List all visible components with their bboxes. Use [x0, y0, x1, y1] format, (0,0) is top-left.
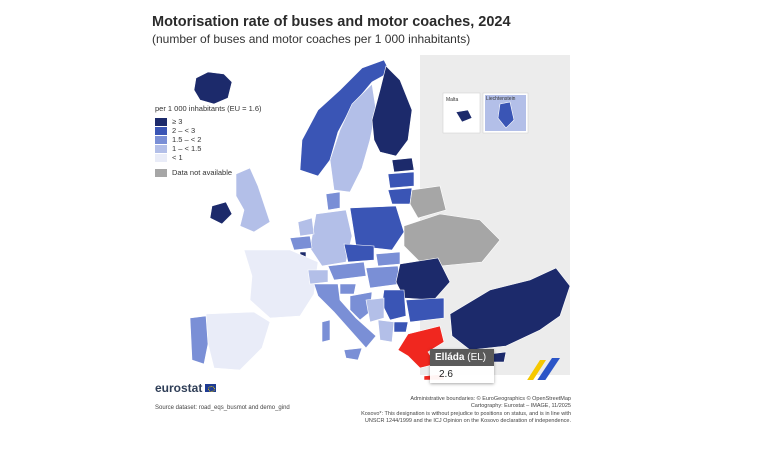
source-note: Source dataset: road_eqs_busmot and demo… — [155, 405, 290, 411]
legend-label: < 1 — [172, 153, 183, 162]
region-ukraine-no-data — [403, 213, 501, 267]
region-albania-montenegro[interactable] — [377, 319, 395, 343]
legend-item: < 1 — [155, 153, 262, 162]
region-finland[interactable] — [371, 65, 413, 157]
legend-item: 2 – < 3 — [155, 126, 262, 135]
credit-line: Kosovo*: This designation is without pre… — [361, 410, 571, 417]
legend: per 1 000 inhabitants (EU = 1.6) ≥ 3 2 –… — [155, 104, 262, 177]
region-sicily[interactable] — [343, 347, 363, 361]
region-no-data-east — [409, 185, 447, 219]
legend-item: ≥ 3 — [155, 117, 262, 126]
region-france[interactable] — [243, 249, 319, 319]
map-subtitle: (number of buses and motor coaches per 1… — [152, 32, 471, 46]
legend-swatch — [155, 117, 167, 126]
logo-text: eurostat — [155, 381, 203, 395]
legend-label: ≥ 3 — [172, 117, 183, 126]
legend-title: per 1 000 inhabitants (EU = 1.6) — [155, 104, 262, 113]
decorative-yellow-stripe — [527, 360, 546, 380]
tooltip-country-name: Elláda — [435, 352, 465, 363]
tooltip-value: 2.6 — [439, 369, 453, 380]
region-lithuania[interactable] — [387, 187, 413, 205]
region-sweden[interactable] — [329, 83, 377, 193]
legend-swatch — [155, 126, 167, 135]
choropleth-map: Malta Liechtenstein — [189, 55, 571, 380]
legend-label: 1.5 – < 2 — [172, 135, 202, 144]
region-netherlands[interactable] — [297, 217, 315, 237]
region-bosnia[interactable] — [365, 297, 385, 323]
region-latvia[interactable] — [387, 171, 415, 189]
region-hungary[interactable] — [365, 265, 401, 289]
region-turkiye[interactable] — [449, 267, 571, 351]
region-poland[interactable] — [349, 205, 405, 251]
region-spain[interactable] — [205, 311, 271, 371]
region-belgium[interactable] — [289, 235, 313, 251]
region-portugal[interactable] — [189, 315, 209, 365]
region-croatia[interactable] — [349, 291, 373, 321]
legend-label: 1 – < 1.5 — [172, 144, 202, 153]
legend-swatch — [155, 135, 167, 144]
legend-item: 1 – < 1.5 — [155, 144, 262, 153]
region-bulgaria[interactable] — [405, 297, 445, 323]
inset-label-malta: Malta — [446, 97, 458, 103]
region-ireland[interactable] — [209, 201, 233, 225]
legend-item-not-available: Data not available — [155, 168, 262, 177]
legend-item: 1.5 – < 2 — [155, 135, 262, 144]
credits: Administrative boundaries: © EuroGeograp… — [341, 396, 571, 426]
decorative-blue-stripe — [537, 358, 560, 380]
region-italy[interactable] — [313, 283, 377, 349]
tooltip-header: Elláda (EL) — [430, 349, 494, 366]
eurostat-logo[interactable]: eurostat — [155, 381, 217, 395]
region-estonia[interactable] — [391, 157, 415, 173]
legend-swatch — [155, 144, 167, 153]
legend-label: Data not available — [172, 168, 233, 177]
region-denmark[interactable] — [325, 191, 341, 211]
region-germany[interactable] — [309, 209, 353, 267]
legend-swatch — [155, 153, 167, 162]
eu-flag-icon — [205, 384, 217, 392]
legend-label: 2 – < 3 — [172, 126, 196, 135]
region-north-macedonia[interactable] — [393, 321, 409, 333]
region-austria[interactable] — [327, 261, 367, 281]
credit-line: UNSCR 1244/1999 and the ICJ Opinion on t… — [364, 418, 571, 425]
map-tooltip: Elláda (EL) 2.6 — [430, 349, 494, 383]
credit-line: Administrative boundaries: © EuroGeograp… — [410, 396, 571, 402]
region-serbia[interactable] — [381, 289, 407, 321]
region-iceland[interactable] — [193, 71, 233, 105]
region-slovenia[interactable] — [339, 283, 357, 295]
region-united-kingdom[interactable] — [235, 167, 271, 233]
region-switzerland[interactable] — [307, 269, 329, 285]
region-malta[interactable] — [455, 109, 473, 123]
tooltip-country-code: (EL) — [467, 352, 487, 363]
region-liechtenstein[interactable] — [497, 101, 515, 129]
region-sardinia[interactable] — [321, 319, 331, 343]
credit-line: Cartography: Eurostat – IMAGE, 11/2025 — [470, 403, 571, 410]
map-title: Motorisation rate of buses and motor coa… — [152, 14, 511, 30]
legend-swatch — [155, 168, 167, 177]
region-slovakia[interactable] — [375, 251, 401, 267]
inset-label-liechtenstein: Liechtenstein — [486, 96, 516, 102]
region-czechia[interactable] — [343, 243, 375, 263]
